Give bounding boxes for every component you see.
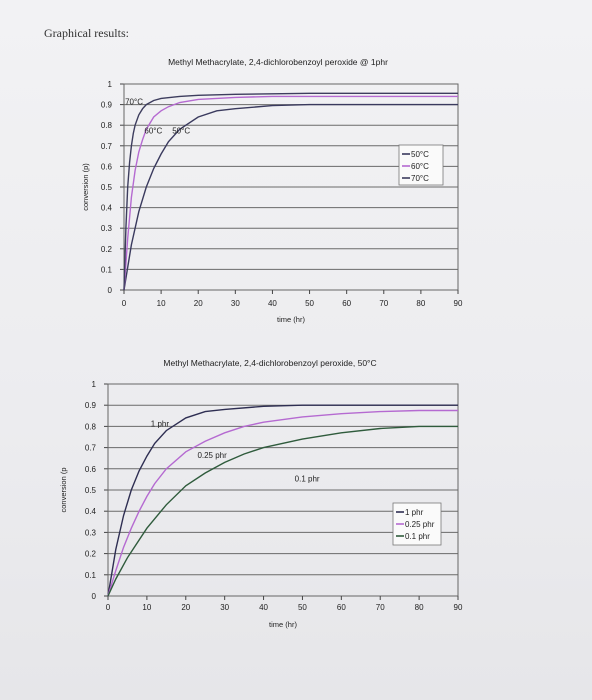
series-line-2	[123, 92, 458, 291]
x-tick-label: 50	[305, 299, 314, 308]
chart-title: Methyl Methacrylate, 2,4-dichlorobenzoyl…	[168, 57, 388, 67]
legend-label: 1 phr	[405, 508, 424, 517]
legend-label: 60°C	[411, 162, 429, 171]
x-tick-label: 60	[337, 603, 346, 612]
legend-label: 0.25 phr	[405, 520, 435, 529]
x-tick-label: 10	[157, 299, 166, 308]
x-tick-label: 70	[376, 603, 385, 612]
legend-label: 0.1 phr	[405, 532, 430, 541]
x-tick-label: 50	[298, 603, 307, 612]
curve-annotation: 70°C	[125, 98, 143, 107]
concentration-conversion-chart: Methyl Methacrylate, 2,4-dichlorobenzoyl…	[59, 358, 463, 629]
x-tick-label: 70	[379, 299, 388, 308]
y-tick-label: 0.9	[101, 101, 113, 110]
x-tick-label: 0	[106, 603, 111, 612]
x-tick-label: 20	[194, 299, 203, 308]
x-tick-label: 80	[415, 603, 424, 612]
plot-area	[107, 383, 459, 597]
page-heading: Graphical results:	[44, 26, 129, 40]
x-tick-label: 80	[416, 299, 425, 308]
y-tick-label: 0.5	[85, 486, 97, 495]
series-line-2	[107, 425, 458, 597]
y-tick-label: 0.1	[101, 265, 113, 274]
y-tick-label: 0.3	[101, 224, 113, 233]
series-line-0	[107, 404, 458, 597]
legend-label: 70°C	[411, 174, 429, 183]
legend-label: 50°C	[411, 150, 429, 159]
curve-annotation: 1 phr	[151, 419, 170, 428]
x-tick-label: 90	[454, 299, 463, 308]
x-axis-label: time (hr)	[277, 315, 305, 324]
series-line-1	[123, 95, 458, 291]
chart-legend: 50°C 60°C 70°C	[398, 144, 444, 186]
y-tick-label: 0	[92, 592, 97, 601]
x-tick-label: 30	[220, 603, 229, 612]
y-tick-label: 0.8	[85, 422, 97, 431]
curve-annotation: 60°C	[144, 126, 162, 135]
x-tick-label: 60	[342, 299, 351, 308]
y-tick-label: 0	[108, 286, 113, 295]
plot-area	[123, 83, 459, 291]
y-tick-label: 0.1	[85, 571, 97, 580]
y-tick-label: 0.8	[101, 121, 113, 130]
y-tick-label: 0.4	[101, 204, 113, 213]
y-tick-label: 0.9	[85, 401, 97, 410]
y-tick-label: 1	[92, 380, 97, 389]
curve-annotation: 0.25 phr	[197, 451, 227, 460]
x-tick-label: 90	[454, 603, 463, 612]
y-tick-label: 0.3	[85, 528, 97, 537]
y-tick-label: 0.7	[101, 142, 113, 151]
curve-annotation: 50°C	[172, 126, 190, 135]
y-tick-label: 0.2	[85, 550, 97, 559]
y-tick-label: 0.7	[85, 444, 97, 453]
x-tick-label: 0	[122, 299, 127, 308]
y-axis-label: conversion (p	[59, 467, 68, 512]
x-tick-label: 40	[268, 299, 277, 308]
y-tick-label: 0.6	[101, 162, 113, 171]
x-tick-label: 30	[231, 299, 240, 308]
chart-legend: 1 phr 0.25 phr 0.1 phr	[392, 502, 442, 546]
curve-annotation: 0.1 phr	[295, 475, 320, 484]
x-tick-label: 20	[181, 603, 190, 612]
y-tick-label: 0.5	[101, 183, 113, 192]
x-tick-label: 10	[142, 603, 151, 612]
y-tick-label: 1	[108, 80, 113, 89]
temperature-conversion-chart: Methyl Methacrylate, 2,4-dichlorobenzoyl…	[81, 57, 463, 324]
y-axis-label: conversion (p)	[81, 163, 90, 211]
y-tick-label: 0.6	[85, 465, 97, 474]
y-tick-label: 0.2	[101, 245, 113, 254]
series-line-1	[107, 409, 458, 597]
y-tick-label: 0.4	[85, 507, 97, 516]
x-axis-label: time (hr)	[269, 620, 297, 629]
series-line-0	[123, 103, 458, 291]
x-tick-label: 40	[259, 603, 268, 612]
chart-title: Methyl Methacrylate, 2,4-dichlorobenzoyl…	[163, 358, 376, 368]
